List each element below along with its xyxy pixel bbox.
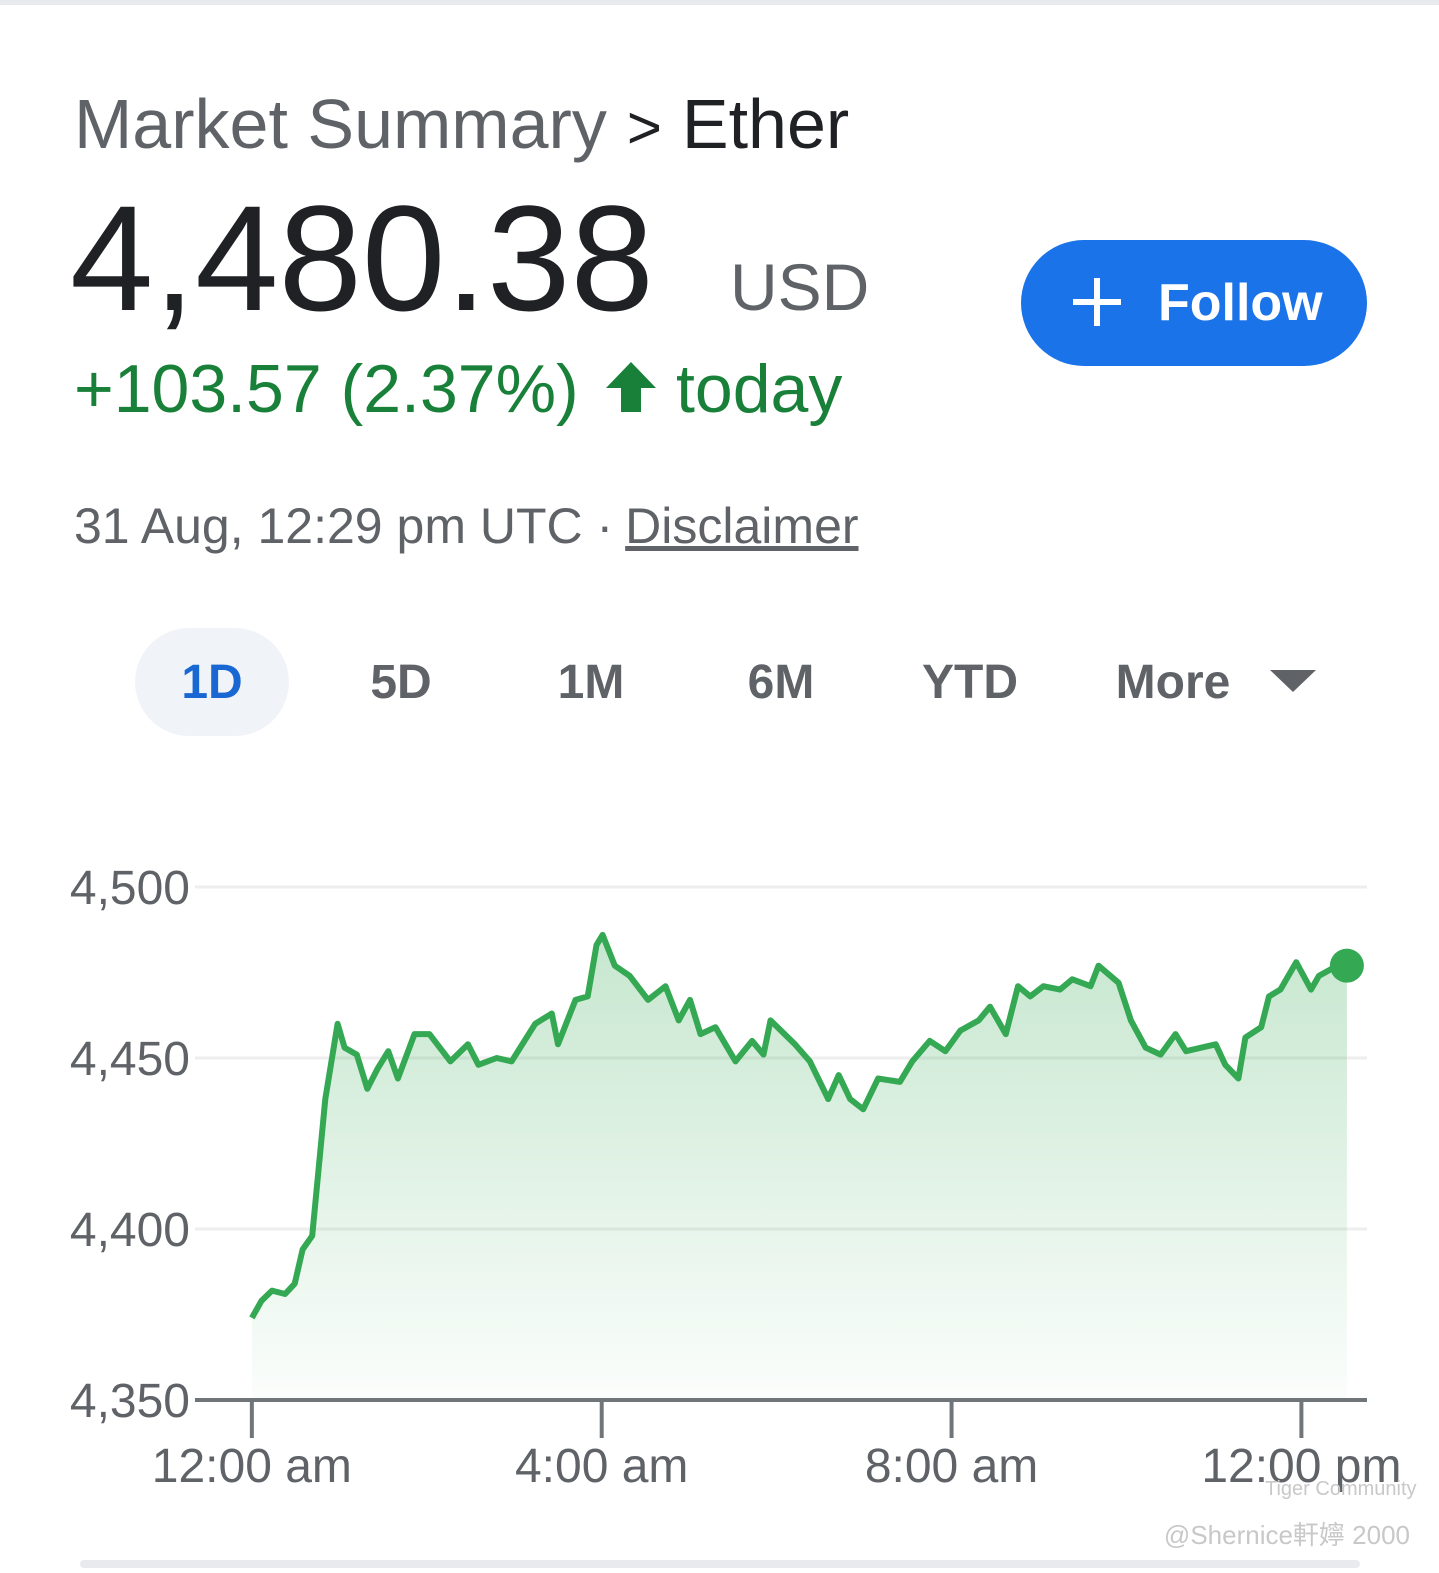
x-tick-label: 12:00 am (152, 1440, 352, 1493)
range-pill[interactable] (135, 628, 289, 736)
price: 4,480.38 (70, 174, 654, 342)
follow-label[interactable]: Follow (1158, 274, 1323, 332)
breadcrumb-parent: Market Summary (74, 85, 607, 163)
range-tab[interactable]: 6M (748, 656, 815, 709)
range-tab[interactable]: More (1116, 656, 1231, 709)
breadcrumb-current: Ether (682, 85, 849, 163)
change-period: today (676, 351, 842, 427)
range-tab[interactable]: 1M (558, 656, 625, 709)
breadcrumb-separator: > (627, 94, 662, 161)
y-tick-label: 4,500 (70, 862, 190, 915)
timestamp: 31 Aug, 12:29 pm UTC · (74, 498, 613, 554)
currency: USD (730, 250, 869, 324)
range-tab[interactable]: YTD (922, 656, 1018, 709)
x-tick-label: 4:00 am (515, 1440, 688, 1493)
follow-button[interactable] (1021, 240, 1367, 366)
y-tick-label: 4,400 (70, 1204, 190, 1257)
last-point (1329, 948, 1364, 983)
up-arrow (606, 362, 656, 412)
dropdown-caret[interactable] (1270, 670, 1316, 692)
watermark-author: @Shernice軒嬣 2000 (1164, 1520, 1410, 1550)
chart: 4,350 4,400 4,450 4,500 12:00 am 4:00 am 8:00 … (70, 862, 1402, 1493)
plus-icon (1073, 278, 1121, 326)
price-line (249, 931, 1348, 1320)
range-tab[interactable]: 1D (181, 656, 242, 709)
price-area (251, 934, 1347, 1400)
top-border (0, 0, 1439, 5)
disclaimer-link[interactable]: Disclaimer (625, 498, 858, 554)
watermark-brand: Tiger Community (1265, 1478, 1417, 1500)
y-tick-label: 4,350 (70, 1375, 190, 1428)
range-tab[interactable]: 5D (370, 656, 431, 709)
x-tick-label: 12:00 pm (1201, 1440, 1401, 1493)
y-tick-label: 4,450 (70, 1033, 190, 1086)
bottom-card-edge (80, 1560, 1360, 1568)
change: +103.57 (2.37%) (74, 351, 579, 427)
x-tick-label: 8:00 am (865, 1440, 1038, 1493)
